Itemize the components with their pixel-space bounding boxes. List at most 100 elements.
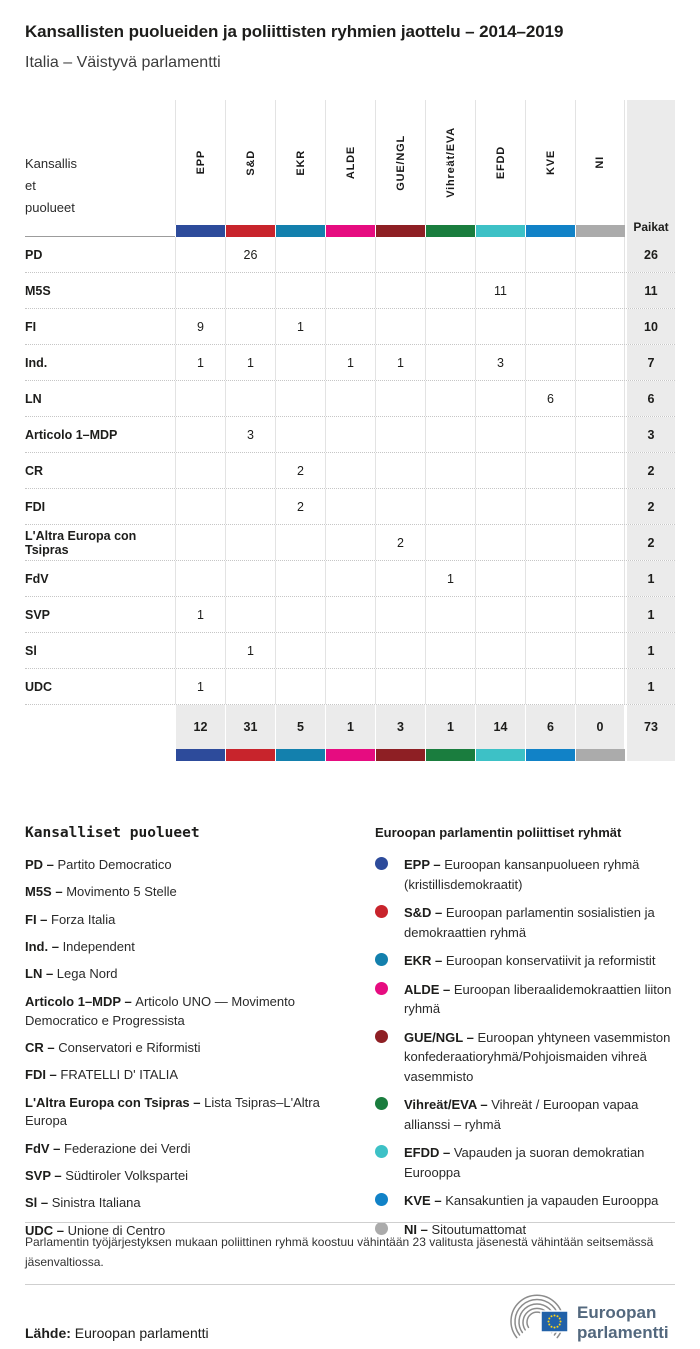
row-total: 6 <box>625 381 675 416</box>
row-total: 2 <box>625 453 675 488</box>
seat-cell <box>375 489 425 524</box>
group-header-label: S&D <box>244 149 257 176</box>
seat-cell <box>225 489 275 524</box>
party-name: Lega Nord <box>56 966 118 982</box>
party-label: FdV <box>25 571 49 586</box>
party-abbr: Sl – <box>25 1195 52 1211</box>
party-abbr: Articolo 1–MDP – <box>25 993 136 1009</box>
seat-cell <box>275 237 325 272</box>
group-header-vihre-t-eva: Vihreät/EVA <box>425 100 475 225</box>
group-colorbar-bottom-vihre-t-eva <box>425 749 475 761</box>
group-name: Euroopan yhtyneen vasemmiston konfederaa… <box>404 1029 671 1084</box>
color-swatch <box>376 225 425 237</box>
party-name: Conservatori e Riformisti <box>58 1039 201 1055</box>
party-name: FRATELLI D' ITALIA <box>60 1067 178 1083</box>
color-swatch <box>526 225 575 237</box>
party-label: FI <box>25 319 37 334</box>
group-legend-item: EPP – Euroopan kansanpuolueen ryhmä (kri… <box>375 855 675 894</box>
group-abbr: EPP – <box>404 857 445 872</box>
page-subtitle: Italia – Väistyvä parlamentti <box>25 54 221 71</box>
seat-cell <box>525 237 575 272</box>
table-corner-label: Kansallis et puolueet <box>25 155 78 215</box>
group-color-dot <box>375 1145 388 1158</box>
party-label: LN <box>25 391 42 406</box>
logo-line1: Euroopan <box>577 1303 656 1322</box>
row-total: 1 <box>625 561 675 596</box>
seat-cell <box>525 669 575 704</box>
seat-cell <box>175 453 225 488</box>
group-header-label: EFDD <box>494 145 507 180</box>
seat-cell <box>325 381 375 416</box>
table-row-articolo-1-mdp: Articolo 1–MDP 3 3 <box>25 416 675 452</box>
seat-cell <box>225 309 275 344</box>
eu-flag <box>540 1310 569 1333</box>
groups-legend-list: EPP – Euroopan kansanpuolueen ryhmä (kri… <box>375 855 675 1239</box>
logo-line2: parlamentti <box>577 1323 669 1342</box>
seat-cell <box>475 309 525 344</box>
seat-cell: 3 <box>225 417 275 452</box>
seat-cell: 1 <box>375 345 425 380</box>
color-swatch <box>176 749 225 761</box>
color-swatch <box>376 749 425 761</box>
group-header-label: EPP <box>194 150 207 175</box>
seat-cell <box>175 633 225 668</box>
row-total: 3 <box>625 417 675 452</box>
seat-cell: 1 <box>225 345 275 380</box>
group-colorbar-bottom-epp <box>175 749 225 761</box>
seat-cell <box>425 381 475 416</box>
seat-cell <box>575 381 625 416</box>
seat-cell <box>425 669 475 704</box>
color-swatch <box>476 749 525 761</box>
political-groups-legend: Euroopan parlamentin poliittiset ryhmät … <box>375 825 675 1249</box>
seat-cell <box>525 489 575 524</box>
group-header-ekr: EKR <box>275 100 325 225</box>
seat-cell <box>325 669 375 704</box>
color-swatch <box>226 749 275 761</box>
group-colorbar-ekr <box>275 225 325 237</box>
seat-cell <box>325 237 375 272</box>
group-colorbar-bottom-gue-ngl <box>375 749 425 761</box>
group-legend-item: GUE/NGL – Euroopan yhtyneen vasemmiston … <box>375 1028 675 1087</box>
seat-cell: 2 <box>275 489 325 524</box>
color-swatch <box>576 225 625 237</box>
table-row-fi: FI 9 1 10 <box>25 308 675 344</box>
seat-cell <box>225 561 275 596</box>
seat-cell <box>525 453 575 488</box>
party-label: L'Altra Europa con Tsipras <box>25 528 137 557</box>
seat-cell <box>575 633 625 668</box>
party-abbr: FDI – <box>25 1067 61 1083</box>
party-abbr: PD – <box>25 857 58 872</box>
page: Kansallisten puolueiden ja poliittisten … <box>0 22 700 1249</box>
group-name: Euroopan kansanpuolueen ryhmä (kristilli… <box>404 857 640 892</box>
seat-cell <box>575 345 625 380</box>
column-total: 1 <box>425 705 475 749</box>
table-row-udc: UDC 1 1 <box>25 668 675 704</box>
seat-cell <box>425 525 475 560</box>
group-abbr: ALDE – <box>404 981 454 997</box>
group-colorbar-bottom-s-d <box>225 749 275 761</box>
column-total: 6 <box>525 705 575 749</box>
group-header-kve: KVE <box>525 100 575 225</box>
seat-cell: 1 <box>275 309 325 344</box>
seat-cell <box>375 561 425 596</box>
seat-cell <box>575 273 625 308</box>
row-total: 7 <box>625 345 675 380</box>
seat-cell <box>475 597 525 632</box>
table-row-ind: Ind. 1 1 1 1 3 7 <box>25 344 675 380</box>
seat-cell <box>525 273 575 308</box>
group-header-epp: EPP <box>175 100 225 225</box>
group-legend-item: KVE – Kansakuntien ja vapauden Eurooppa <box>375 1191 675 1211</box>
seats-header-label: Paikat <box>633 220 669 234</box>
group-header-ni: NI <box>575 100 625 225</box>
group-name: Vapauden ja suoran demokratian Eurooppa <box>404 1145 645 1180</box>
legends: Kansalliset puolueet PD – Partito Democr… <box>25 825 675 1249</box>
seat-cell: 1 <box>225 633 275 668</box>
party-abbr: Ind. – <box>25 939 63 955</box>
color-swatch <box>576 749 625 761</box>
table-row-sl: Sl 1 1 <box>25 632 675 668</box>
seat-cell: 11 <box>475 273 525 308</box>
seat-cell <box>425 453 475 488</box>
seat-cell <box>575 561 625 596</box>
column-total: 14 <box>475 705 525 749</box>
party-legend-item: LN – Lega Nord <box>25 965 375 984</box>
